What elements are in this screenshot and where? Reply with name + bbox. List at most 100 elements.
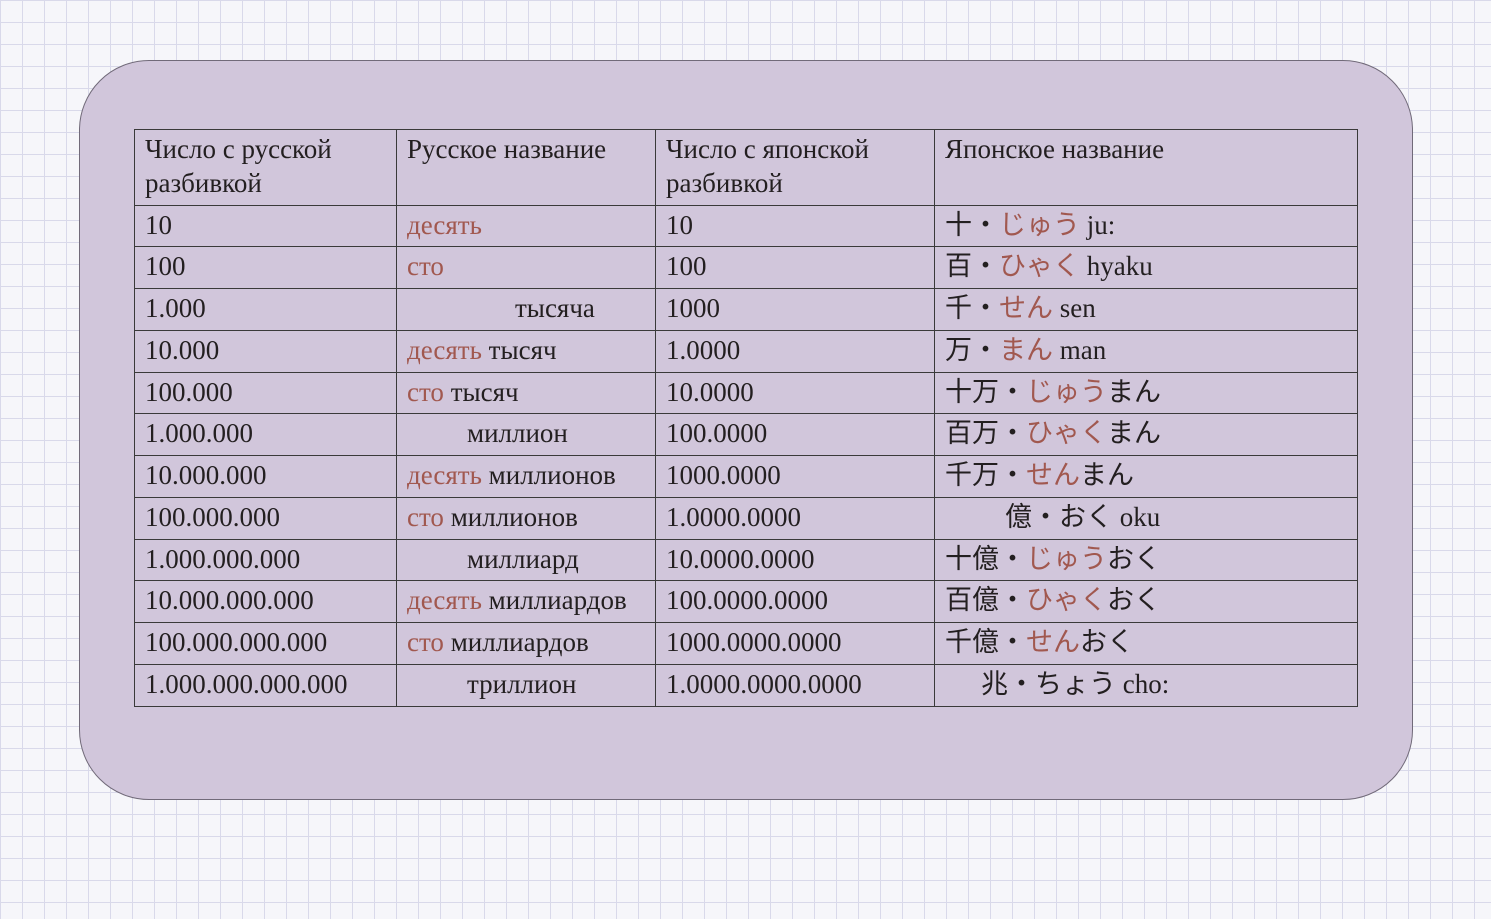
- ru-name-cell: десять миллиардов: [397, 581, 656, 623]
- jp-name-cell: 万・まん man: [935, 330, 1358, 372]
- ru-name-cell: сто миллиардов: [397, 623, 656, 665]
- text-segment: おく: [1107, 544, 1161, 574]
- text-segment: сто: [407, 251, 444, 281]
- ru-name-cell: миллион: [397, 414, 656, 456]
- text-segment: まん: [999, 335, 1053, 365]
- jp-number-cell: 100.0000: [656, 414, 935, 456]
- ru-name-cell: десять тысяч: [397, 330, 656, 372]
- text-segment: сто: [407, 377, 444, 407]
- jp-name-cell: 億・おく oku: [935, 497, 1358, 539]
- text-segment: десять: [407, 460, 482, 490]
- ru-number-cell: 100.000.000.000: [135, 623, 397, 665]
- table-head: Число с русской разбивкой Русское назван…: [135, 130, 1358, 206]
- ru-number-cell: 10: [135, 205, 397, 247]
- text-segment: миллионов: [444, 502, 578, 532]
- jp-name-cell: 百・ひゃく hyaku: [935, 247, 1358, 289]
- text-segment: ju:: [1080, 210, 1115, 240]
- jp-number-cell: 100.0000.0000: [656, 581, 935, 623]
- text-segment: じゅう: [1026, 544, 1107, 574]
- text-segment: 百万・: [945, 418, 1026, 448]
- jp-name-cell: 十億・じゅうおく: [935, 539, 1358, 581]
- text-segment: 億・おく oku: [1005, 502, 1160, 532]
- ru-name-cell: триллион: [397, 664, 656, 706]
- jp-number-cell: 10: [656, 205, 935, 247]
- ru-number-cell: 1.000: [135, 289, 397, 331]
- text-segment: сто: [407, 502, 444, 532]
- table-row: 1.000 тысяча 1000千・せん sen: [135, 289, 1358, 331]
- text-segment: тысяч: [482, 335, 557, 365]
- ru-number-cell: 1.000.000.000.000: [135, 664, 397, 706]
- col-header: Число с русской разбивкой: [135, 130, 397, 206]
- text-segment: せん: [1026, 460, 1080, 490]
- text-segment: сто: [407, 627, 444, 657]
- jp-name-cell: 百万・ひゃくまん: [935, 414, 1358, 456]
- col-header: Японское название: [935, 130, 1358, 206]
- text-segment: десять: [407, 585, 482, 615]
- ru-name-cell: сто тысяч: [397, 372, 656, 414]
- table-row: 100.000сто тысяч10.0000十万・じゅうまん: [135, 372, 1358, 414]
- ru-name-cell: десять миллионов: [397, 456, 656, 498]
- table-row: 1.000.000 миллион 100.0000百万・ひゃくまん: [135, 414, 1358, 456]
- text-segment: миллиардов: [444, 627, 589, 657]
- ru-number-cell: 1.000.000: [135, 414, 397, 456]
- text-segment: ひゃく: [1026, 585, 1107, 615]
- jp-number-cell: 1000.0000: [656, 456, 935, 498]
- text-segment: тысяч: [444, 377, 519, 407]
- text-segment: миллион: [467, 418, 568, 448]
- jp-number-cell: 1.0000.0000.0000: [656, 664, 935, 706]
- text-segment: тысяча: [515, 293, 595, 323]
- table-row: 10.000.000.000десять миллиардов100.0000.…: [135, 581, 1358, 623]
- table-row: 100.000.000.000сто миллиардов1000.0000.0…: [135, 623, 1358, 665]
- text-segment: hyaku: [1080, 251, 1153, 281]
- table-row: 10.000.000десять миллионов1000.0000千万・せん…: [135, 456, 1358, 498]
- text-segment: триллион: [467, 669, 576, 699]
- ru-name-cell: сто миллионов: [397, 497, 656, 539]
- ru-number-cell: 100: [135, 247, 397, 289]
- text-segment: せん: [999, 293, 1053, 323]
- table-row: 1.000.000.000.000 триллион 1.0000.0000.000…: [135, 664, 1358, 706]
- text-segment: миллионов: [482, 460, 616, 490]
- numbers-table: Число с русской разбивкой Русское назван…: [134, 129, 1358, 707]
- jp-name-cell: 兆・ちょう cho:: [935, 664, 1358, 706]
- text-segment: せん: [1026, 627, 1080, 657]
- text-segment: 十万・: [945, 377, 1026, 407]
- jp-name-cell: 十万・じゅうまん: [935, 372, 1358, 414]
- text-segment: 百・: [945, 251, 999, 281]
- jp-name-cell: 十・じゅう ju:: [935, 205, 1358, 247]
- jp-number-cell: 1000.0000.0000: [656, 623, 935, 665]
- ru-number-cell: 10.000.000.000: [135, 581, 397, 623]
- text-segment: миллиард: [467, 544, 579, 574]
- col-header: Число с японской разбивкой: [656, 130, 935, 206]
- col-header: Русское название: [397, 130, 656, 206]
- ru-name-cell: миллиард: [397, 539, 656, 581]
- jp-number-cell: 1000: [656, 289, 935, 331]
- ru-number-cell: 1.000.000.000: [135, 539, 397, 581]
- ru-name-cell: сто: [397, 247, 656, 289]
- ru-number-cell: 10.000.000: [135, 456, 397, 498]
- table-row: 100.000.000сто миллионов1.0000.0000億・おく …: [135, 497, 1358, 539]
- table-row: 1.000.000.000миллиард10.0000.0000十億・じゅうお…: [135, 539, 1358, 581]
- ru-name-cell: десять: [397, 205, 656, 247]
- text-segment: 十億・: [945, 544, 1026, 574]
- jp-name-cell: 千・せん sen: [935, 289, 1358, 331]
- text-segment: 万・: [945, 335, 999, 365]
- text-segment: 千億・: [945, 627, 1026, 657]
- jp-name-cell: 百億・ひゃくおく: [935, 581, 1358, 623]
- text-segment: 百億・: [945, 585, 1026, 615]
- table-body: 10десять10十・じゅう ju:100сто100百・ひゃく hyaku1…: [135, 205, 1358, 706]
- text-segment: まん: [1080, 460, 1134, 490]
- ru-number-cell: 100.000.000: [135, 497, 397, 539]
- text-segment: まん: [1107, 377, 1161, 407]
- ru-name-cell: тысяча: [397, 289, 656, 331]
- jp-number-cell: 100: [656, 247, 935, 289]
- text-segment: 兆・ちょう cho:: [981, 669, 1169, 699]
- text-segment: ひゃく: [999, 251, 1080, 281]
- table-row: 100сто100百・ひゃく hyaku: [135, 247, 1358, 289]
- jp-number-cell: 1.0000: [656, 330, 935, 372]
- card: Число с русской разбивкой Русское назван…: [79, 60, 1413, 800]
- text-segment: 千・: [945, 293, 999, 323]
- ru-number-cell: 100.000: [135, 372, 397, 414]
- text-segment: おく: [1107, 585, 1161, 615]
- text-segment: じゅう: [1026, 377, 1107, 407]
- jp-name-cell: 千万・せんまん: [935, 456, 1358, 498]
